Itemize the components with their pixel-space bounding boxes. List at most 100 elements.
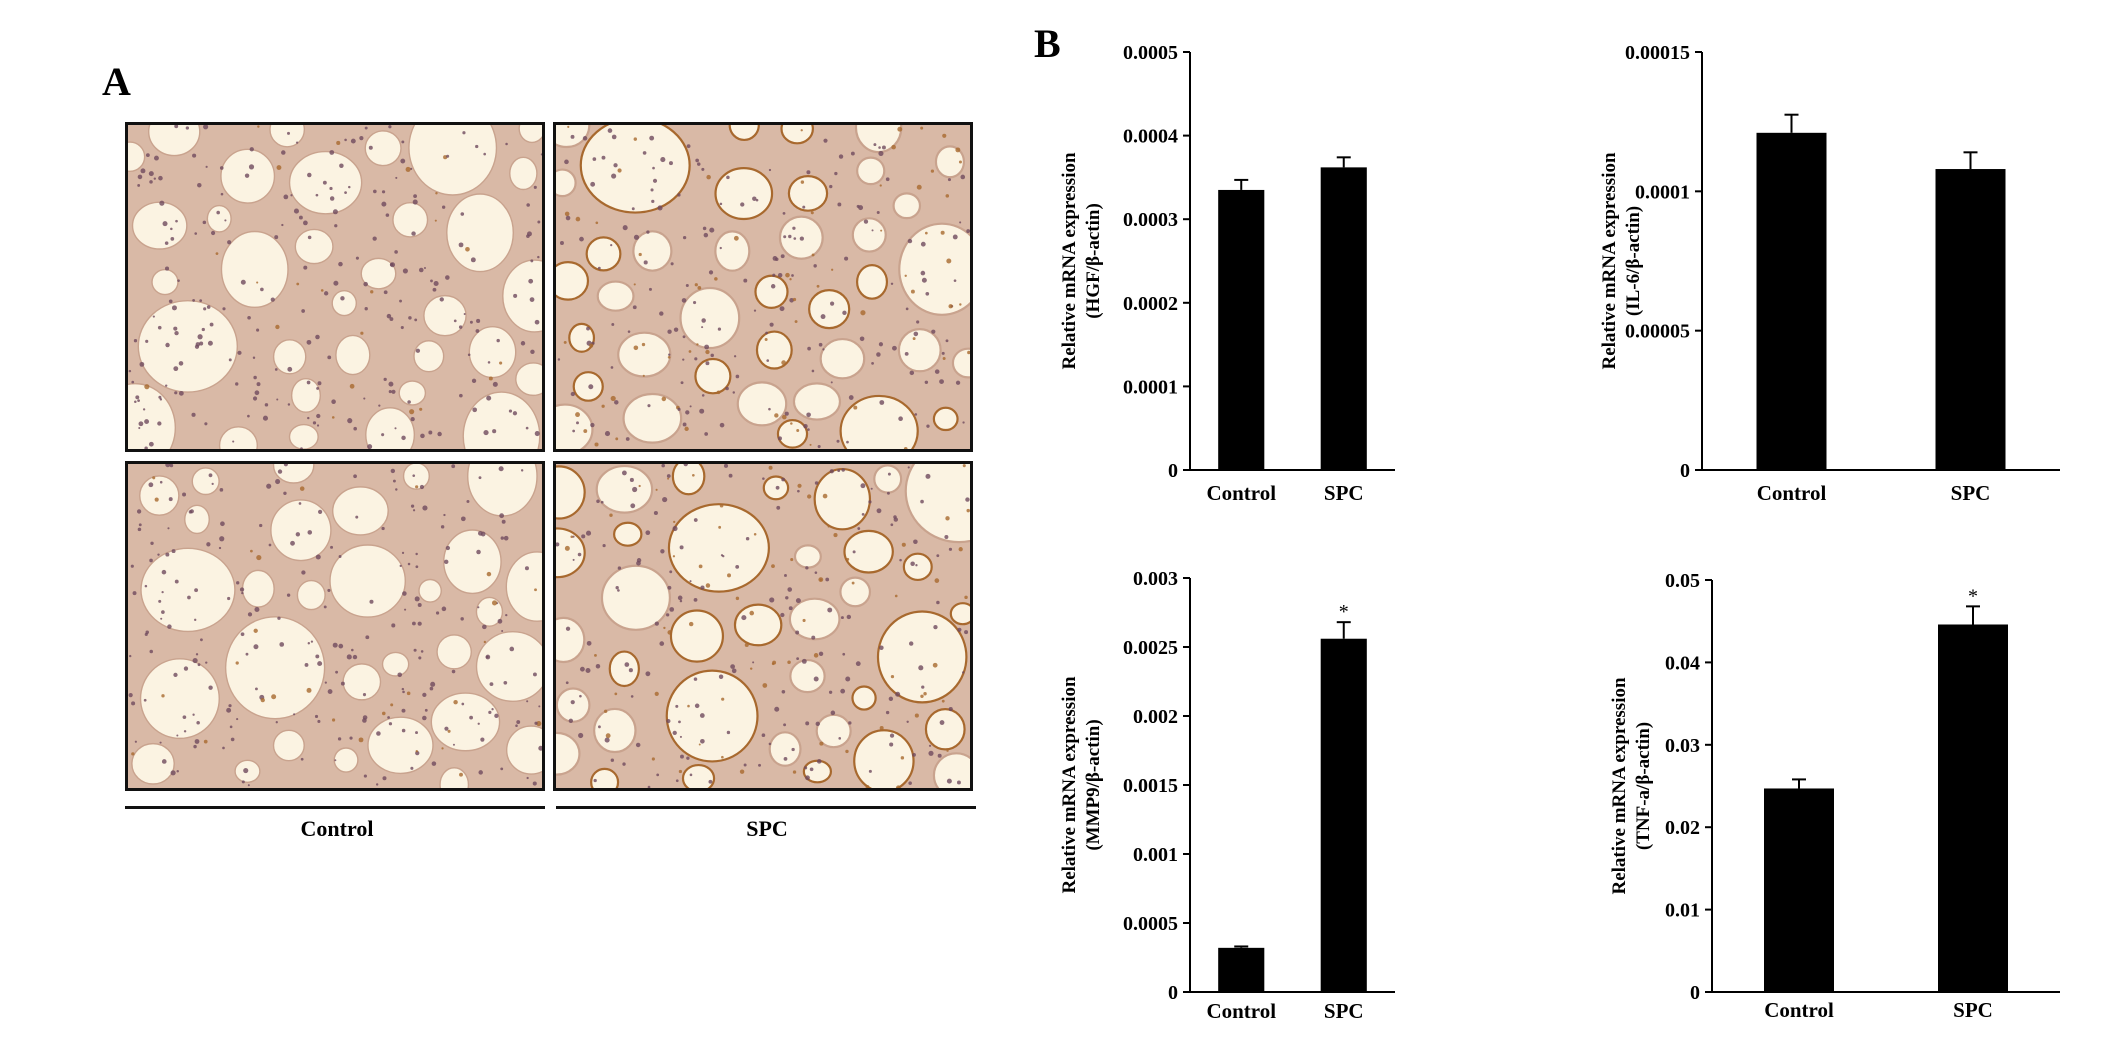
nucleus <box>299 486 305 491</box>
nucleus <box>880 229 883 232</box>
nucleus <box>915 564 918 567</box>
nucleus <box>753 309 757 312</box>
nucleus <box>685 284 689 288</box>
adipocyte <box>342 663 382 701</box>
nucleus <box>934 578 940 583</box>
adipocyte <box>272 339 307 375</box>
nucleus <box>391 389 396 394</box>
y-tick-label: 0.0005 <box>1123 913 1178 935</box>
nucleus <box>534 319 540 325</box>
nucleus <box>643 260 648 265</box>
nucleus <box>617 566 622 570</box>
nucleus <box>681 298 687 303</box>
spc-group-label: SPC <box>746 816 788 841</box>
nucleus <box>830 301 835 306</box>
nucleus <box>953 279 957 282</box>
adipocyte <box>579 125 691 214</box>
nucleus <box>401 728 406 733</box>
nucleus <box>768 742 772 746</box>
nucleus <box>138 427 141 430</box>
nucleus <box>376 731 381 736</box>
adipocyte <box>556 527 586 579</box>
nucleus <box>937 753 942 758</box>
nucleus <box>659 311 664 316</box>
nucleus <box>492 381 498 387</box>
nucleus <box>400 158 406 164</box>
nucleus <box>825 577 830 582</box>
nucleus <box>791 747 795 752</box>
nucleus <box>372 236 377 241</box>
nucleus <box>645 530 651 536</box>
nucleus <box>611 322 615 326</box>
nucleus <box>241 780 245 784</box>
adipocyte <box>335 334 371 376</box>
adipocyte <box>224 616 326 720</box>
nucleus <box>414 596 420 602</box>
nucleus <box>145 339 149 343</box>
nucleus <box>811 369 815 373</box>
nucleus <box>320 289 324 292</box>
nucleus <box>324 681 327 684</box>
nucleus <box>829 469 834 474</box>
nucleus <box>385 213 390 217</box>
nucleus <box>890 675 895 679</box>
nucleus <box>611 173 617 179</box>
nucleus <box>152 315 155 318</box>
nucleus <box>955 380 961 385</box>
nucleus <box>256 382 261 387</box>
adipocyte <box>137 299 239 393</box>
nucleus <box>785 596 789 600</box>
control-group-bracket <box>125 806 545 809</box>
nucleus <box>218 546 222 550</box>
nucleus <box>610 395 616 402</box>
nucleus <box>453 699 458 705</box>
nucleus <box>459 772 463 777</box>
nucleus <box>861 512 865 516</box>
nucleus <box>667 329 672 334</box>
nucleus <box>771 564 775 568</box>
nucleus <box>791 274 794 277</box>
nucleus <box>475 329 480 333</box>
nucleus <box>667 585 672 590</box>
nucleus <box>256 281 259 284</box>
nucleus <box>375 783 379 786</box>
nucleus <box>247 784 250 787</box>
y-tick-label: 0.04 <box>1665 652 1700 674</box>
nucleus <box>362 715 368 720</box>
nucleus <box>255 687 258 691</box>
nucleus <box>939 720 945 725</box>
nucleus <box>533 185 537 189</box>
nucleus <box>654 621 659 626</box>
nucleus <box>188 510 193 514</box>
adipocyte <box>714 230 751 272</box>
nucleus <box>170 770 176 776</box>
nucleus <box>828 690 833 694</box>
adipocyte <box>856 156 886 186</box>
nucleus <box>668 161 673 166</box>
nucleus <box>701 167 705 171</box>
nucleus <box>781 477 786 482</box>
nucleus <box>593 778 597 783</box>
nucleus <box>257 125 260 128</box>
nucleus <box>132 591 137 596</box>
nucleus <box>260 697 265 703</box>
nucleus <box>442 205 446 209</box>
nucleus <box>892 345 897 351</box>
nucleus <box>410 417 415 422</box>
nucleus <box>706 174 711 180</box>
adipocyte <box>679 286 741 350</box>
nucleus <box>346 654 352 660</box>
nucleus <box>395 488 398 491</box>
nucleus <box>846 440 849 444</box>
nucleus <box>698 743 701 746</box>
nucleus <box>730 664 735 669</box>
nucleus <box>329 186 333 191</box>
nucleus <box>508 409 513 413</box>
nucleus <box>807 494 812 499</box>
nucleus <box>247 414 250 418</box>
adipocyte <box>714 167 774 221</box>
x-category-label: Control <box>1206 481 1276 505</box>
nucleus <box>603 709 608 713</box>
nucleus <box>499 513 505 519</box>
nucleus <box>920 694 924 698</box>
